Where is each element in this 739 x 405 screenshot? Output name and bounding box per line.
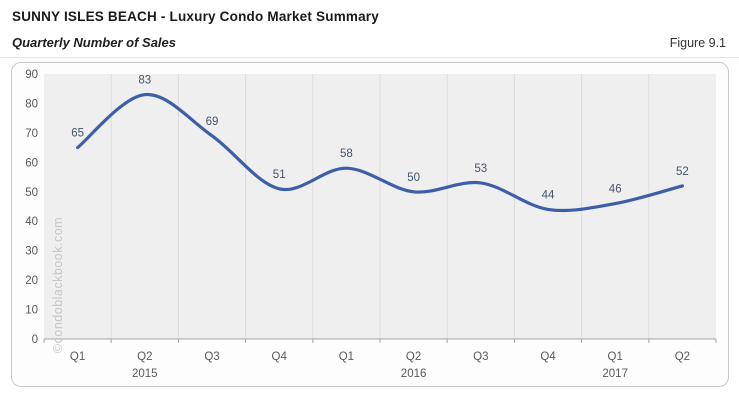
page-title: SUNNY ISLES BEACH - Luxury Condo Market … (12, 9, 379, 24)
data-label: 83 (138, 75, 151, 87)
data-label: 52 (676, 166, 689, 178)
y-tick-label: 30 (25, 246, 38, 258)
data-label: 53 (474, 163, 487, 175)
data-label: 44 (542, 189, 555, 201)
year-label: 2015 (132, 368, 158, 380)
y-tick-label: 0 (32, 334, 38, 346)
y-tick-label: 90 (25, 69, 38, 81)
data-label: 46 (609, 184, 622, 196)
chart-subtitle: Quarterly Number of Sales (12, 35, 176, 50)
subtitle-row: Quarterly Number of Sales Figure 9.1 (12, 35, 726, 50)
x-tick-label: Q2 (137, 351, 152, 363)
sales-series-line (76, 92, 684, 213)
y-tick-label: 80 (25, 98, 38, 110)
data-label: 65 (71, 128, 84, 140)
y-tick-label: 40 (25, 216, 38, 228)
x-tick-label: Q4 (540, 351, 556, 363)
x-tick-label: Q2 (675, 351, 690, 363)
year-label: 2017 (602, 368, 628, 380)
x-tick-label: Q3 (204, 351, 219, 363)
y-tick-label: 70 (25, 128, 38, 140)
figure-number-label: Figure 9.1 (669, 36, 726, 50)
x-tick-label: Q2 (406, 351, 421, 363)
chart-card: 0 10 20 30 40 50 60 70 80 90 Q1 Q2 Q3 Q4 Q1 Q2 Q3 Q4 Q1 Q2 2… (11, 62, 729, 387)
year-label: 2016 (401, 368, 427, 380)
data-label: 58 (340, 148, 353, 160)
header-divider (0, 57, 739, 58)
data-label: 51 (273, 169, 286, 181)
y-tick-label: 50 (25, 187, 38, 199)
data-label: 50 (407, 172, 420, 184)
x-tick-label: Q1 (70, 351, 85, 363)
y-tick-label: 10 (25, 305, 38, 317)
data-label: 69 (206, 116, 219, 128)
y-tick-label: 60 (25, 157, 38, 169)
y-tick-label: 20 (25, 275, 38, 287)
x-tick-label: Q1 (608, 351, 623, 363)
sales-line-chart: 0 10 20 30 40 50 60 70 80 90 Q1 Q2 Q3 Q4 Q1 Q2 Q3 Q4 Q1 Q2 2… (25, 69, 717, 380)
x-tick-label: Q1 (339, 351, 354, 363)
x-tick-label: Q4 (272, 351, 288, 363)
x-tick-label: Q3 (473, 351, 488, 363)
